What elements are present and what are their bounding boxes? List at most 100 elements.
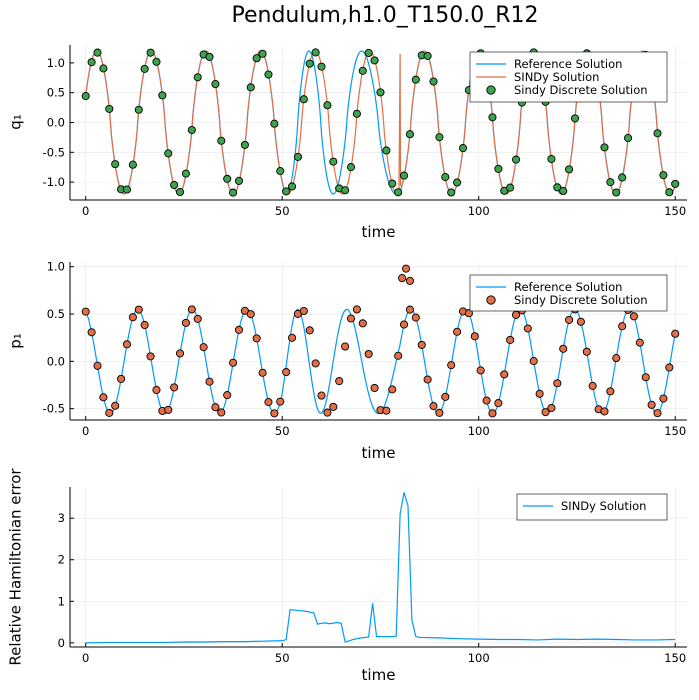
y-axis-label: Relative Hamiltonian error — [7, 468, 25, 666]
x-tick-label: 150 — [664, 204, 686, 218]
data-point — [158, 91, 167, 100]
legend-label: SINDy Solution — [561, 499, 646, 513]
data-point — [553, 183, 562, 192]
x-tick-label: 100 — [468, 424, 490, 438]
data-point — [305, 326, 314, 335]
data-point — [164, 405, 173, 414]
data-point — [229, 188, 238, 197]
data-point — [105, 104, 114, 113]
y-axis-label: p₁ — [7, 333, 25, 349]
data-point — [565, 165, 574, 174]
data-point — [512, 155, 521, 164]
data-point — [234, 325, 244, 334]
data-point — [193, 73, 202, 82]
data-point — [81, 92, 90, 101]
data-point — [246, 310, 255, 319]
y-tick-label: -0.5 — [43, 402, 65, 416]
legend-label: SINDy Solution — [514, 70, 599, 84]
legend: SINDy Solution — [516, 493, 668, 521]
data-point — [105, 408, 114, 417]
data-point — [435, 408, 444, 417]
data-point — [559, 344, 568, 353]
data-point — [388, 179, 397, 188]
data-point — [547, 154, 556, 164]
plot-area — [81, 48, 680, 197]
data-point — [464, 309, 473, 318]
data-point — [405, 276, 414, 285]
data-point — [411, 75, 420, 84]
data-point — [282, 368, 291, 377]
data-point — [199, 343, 208, 352]
data-point — [128, 313, 137, 322]
data-point — [264, 398, 273, 407]
data-point — [341, 342, 350, 351]
data-point — [346, 314, 356, 323]
data-point — [600, 143, 609, 152]
data-point — [99, 393, 108, 402]
data-point — [401, 264, 411, 273]
data-point — [565, 315, 574, 324]
data-point — [582, 347, 591, 356]
y-tick-label: 0 — [58, 636, 65, 650]
data-point — [398, 274, 407, 283]
legend-box — [469, 51, 668, 103]
data-point — [170, 383, 179, 392]
y-tick-label: 1 — [58, 594, 65, 608]
data-point — [399, 171, 409, 180]
data-point — [435, 133, 444, 142]
data-point — [547, 403, 556, 413]
y-tick-label: 0.5 — [47, 86, 65, 100]
x-tick-label: 50 — [275, 651, 290, 665]
data-point — [600, 407, 609, 416]
legend-swatch — [486, 85, 496, 95]
data-point — [152, 385, 161, 395]
legend-box — [516, 493, 668, 521]
data-point — [382, 146, 391, 155]
data-point — [329, 157, 338, 166]
data-point — [258, 368, 267, 377]
data-point — [641, 373, 650, 382]
x-tick-label: 150 — [664, 424, 686, 438]
data-point — [223, 174, 232, 183]
data-point — [305, 59, 314, 68]
data-point — [117, 374, 126, 383]
data-point — [223, 391, 232, 400]
data-point — [270, 409, 279, 418]
data-point — [500, 370, 509, 379]
data-point — [140, 320, 149, 330]
data-point — [606, 387, 615, 396]
data-point — [476, 366, 485, 375]
y-tick-label: 1.0 — [47, 56, 65, 70]
data-point — [346, 163, 356, 172]
data-point — [122, 185, 132, 194]
data-point — [659, 394, 668, 403]
x-tick-label: 50 — [275, 204, 290, 218]
data-point — [553, 379, 562, 388]
data-point — [612, 188, 621, 197]
data-point — [240, 140, 249, 149]
data-point — [193, 314, 202, 323]
data-point — [99, 64, 108, 73]
data-point — [217, 136, 226, 145]
x-axis-label: time — [362, 666, 396, 684]
data-point — [358, 66, 367, 75]
series-line-sindy-solution — [85, 492, 676, 644]
data-point — [494, 399, 503, 408]
data-point — [588, 381, 597, 390]
y-tick-label: -0.5 — [43, 145, 65, 159]
subplot-p1: 0 50 100 150 -0.5 0.0 0.5 1.0 time p₁ Reference… — [7, 260, 687, 462]
data-point — [264, 70, 273, 79]
axes: 0 50 100 150 -1.0 -0.5 0.0 0.5 1.0 — [43, 45, 687, 218]
data-point — [394, 351, 403, 360]
data-point — [211, 403, 220, 412]
data-point — [671, 179, 680, 188]
x-axis-label: time — [362, 444, 396, 462]
data-point — [146, 48, 155, 57]
data-point — [234, 176, 244, 185]
data-point — [287, 333, 297, 342]
data-point — [93, 361, 102, 370]
data-point — [441, 392, 450, 401]
data-point — [523, 324, 532, 333]
data-point — [81, 307, 90, 316]
